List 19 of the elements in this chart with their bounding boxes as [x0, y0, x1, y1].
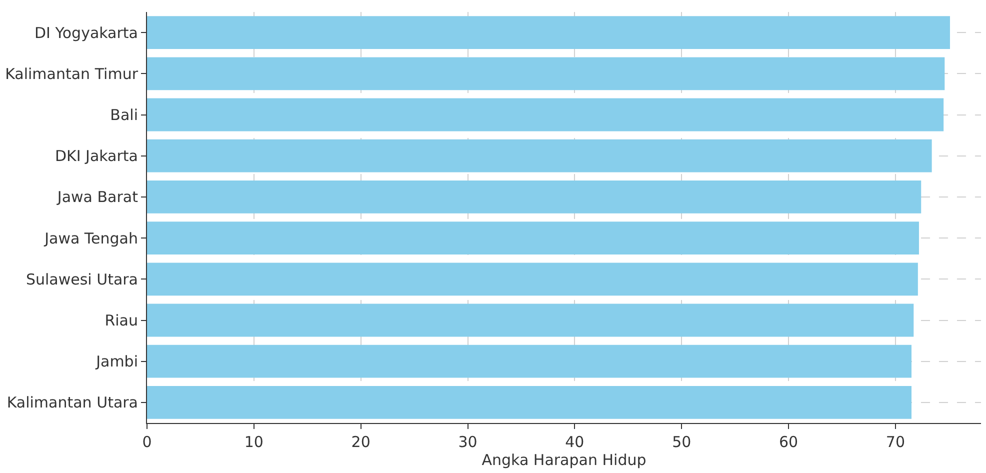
x-axis-title: Angka Harapan Hidup	[482, 451, 646, 469]
y-tick-label: DI Yogyakarta	[34, 24, 138, 42]
x-tick-label: 60	[778, 433, 798, 451]
y-tick-label: Jambi	[95, 352, 138, 371]
y-tick-label: Riau	[104, 312, 138, 330]
x-tick-label: 0	[142, 433, 152, 451]
y-tick-label: DKI Jakarta	[54, 147, 138, 166]
y-tick-label: Jawa Tengah	[44, 229, 138, 248]
x-tick-label: 50	[672, 433, 692, 451]
x-tick-label: 70	[886, 433, 906, 451]
x-tick-label: 10	[244, 433, 264, 451]
y-tick-label: Jawa Barat	[56, 188, 138, 206]
y-tick-label: Bali	[110, 106, 138, 124]
x-tick-label: 40	[565, 433, 584, 451]
y-tick-label: Kalimantan Timur	[5, 64, 139, 83]
x-tick-label: 30	[458, 433, 478, 451]
y-tick-label: Sulawesi Utara	[26, 270, 138, 288]
y-tick-label: Kalimantan Utara	[6, 394, 138, 412]
x-tick-label: 20	[351, 433, 370, 451]
